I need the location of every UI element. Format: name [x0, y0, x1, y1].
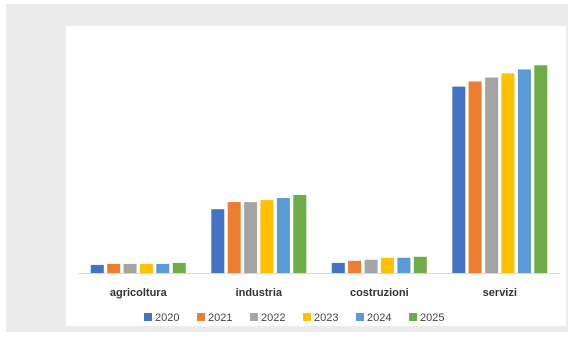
bar-costruzioni-2022: [364, 259, 378, 273]
plot-area: [66, 26, 566, 326]
legend-swatch-2022: [250, 313, 258, 321]
bar-servizi-2021: [468, 81, 482, 273]
legend-label-2023: 2023: [314, 312, 338, 324]
legend-label-2024: 2024: [367, 312, 391, 324]
bar-agricoltura-2023: [139, 263, 153, 273]
legend-swatch-2021: [197, 313, 205, 321]
bar-costruzioni-2021: [348, 260, 362, 273]
bar-industria-2021: [227, 202, 241, 273]
bar-servizi-2023: [501, 73, 515, 274]
category-label-industria: industria: [236, 287, 283, 299]
legend: 2020 2021 2022 2023 2024 2025: [144, 312, 444, 324]
bar-industria-2022: [244, 202, 258, 273]
bar-costruzioni-2020: [331, 262, 345, 273]
bar-costruzioni-2024: [397, 257, 411, 273]
bar-costruzioni-2025: [413, 256, 427, 273]
legend-label-2021: 2021: [208, 312, 232, 324]
bar-industria-2025: [293, 195, 307, 273]
bar-agricoltura-2020: [90, 264, 104, 273]
bars-group: [90, 65, 548, 274]
bar-industria-2024: [276, 198, 290, 273]
bar-servizi-2020: [452, 86, 466, 273]
category-labels: agricoltura industria costruzioni servizi: [110, 287, 517, 299]
legend-swatch-2024: [356, 313, 364, 321]
bar-servizi-2025: [534, 65, 548, 273]
bar-industria-2023: [260, 200, 274, 273]
category-label-agricoltura: agricoltura: [110, 287, 168, 299]
legend-label-2020: 2020: [155, 312, 179, 324]
bar-agricoltura-2021: [107, 263, 121, 273]
legend-swatch-2023: [303, 313, 311, 321]
bar-agricoltura-2025: [172, 262, 186, 273]
bar-industria-2020: [211, 209, 225, 273]
legend-label-2025: 2025: [420, 312, 444, 324]
bar-agricoltura-2024: [156, 263, 170, 273]
bar-costruzioni-2023: [380, 257, 394, 273]
category-label-costruzioni: costruzioni: [350, 287, 409, 299]
category-label-servizi: servizi: [483, 287, 517, 299]
bar-agricoltura-2022: [123, 263, 137, 273]
bar-servizi-2022: [485, 77, 499, 273]
legend-swatch-2025: [409, 313, 417, 321]
legend-label-2022: 2022: [261, 312, 285, 324]
bar-servizi-2024: [517, 69, 531, 274]
legend-swatch-2020: [144, 313, 152, 321]
